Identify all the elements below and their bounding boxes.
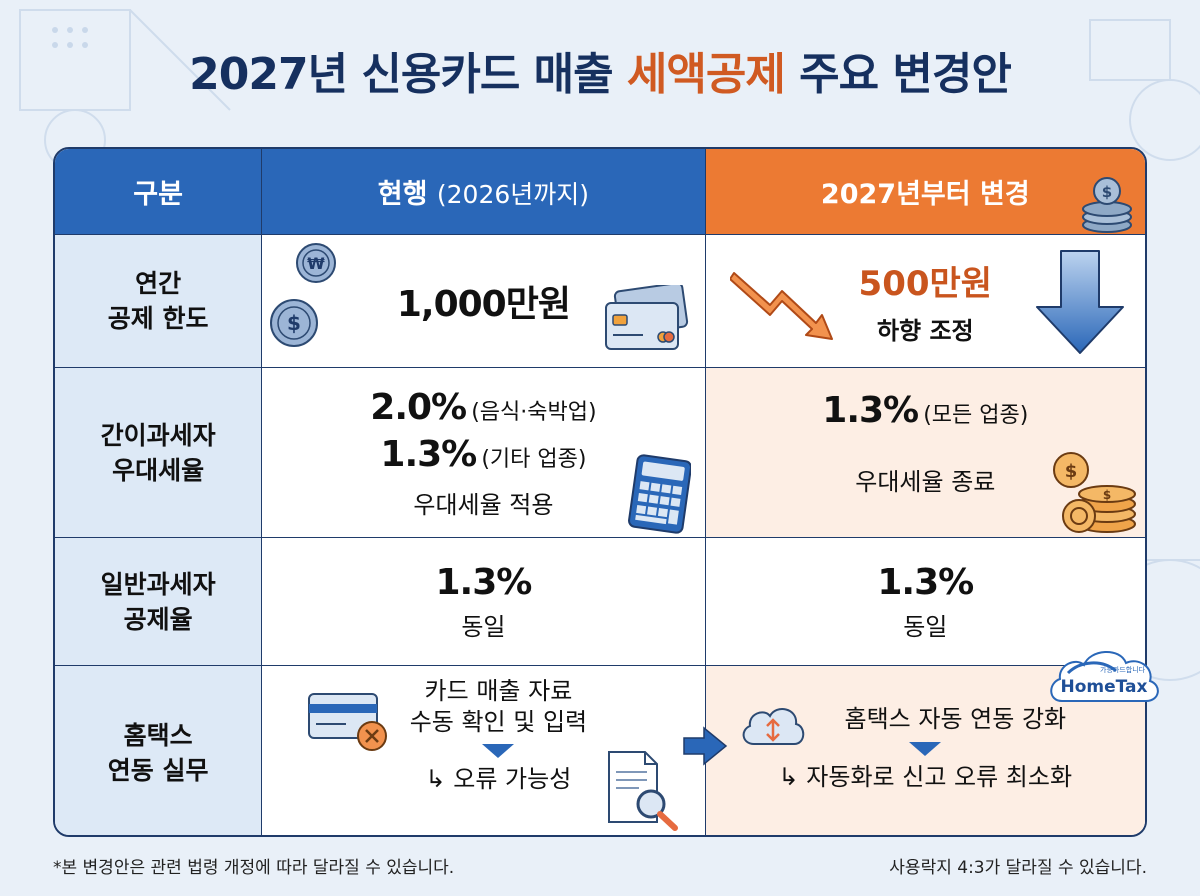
current-value-cell: 1.3% 동일 [262,538,706,665]
row-label: 간이과세자 우대세율 [55,368,263,537]
dollar-coin-icon: $ [270,299,319,347]
current-value-cell: 2.0% (음식·숙박업) 1.3% (기타 업종) 우대세율 적용 [262,368,706,537]
svg-text:₩: ₩ [307,254,325,273]
table-row: 연간 공제 한도 ₩ $ 1,000만원 [55,234,1145,367]
downtrend-arrow-icon [729,272,833,340]
header-category: 구분 [55,149,263,234]
current-value-cell: 카드 매출 자료 수동 확인 및 입력 ↳ 오류 가능성 [262,666,706,835]
header-current: 현행 (2026년까지) [262,149,706,234]
row-label: 홈택스 연동 실무 [55,666,263,835]
svg-text:$: $ [1102,183,1112,201]
credit-card-icon [604,285,688,350]
document-search-icon [607,751,678,831]
table-header-row: 구분 현행 (2026년까지) 2027년부터 변경 $ [55,149,1145,234]
changed-value-cell: 500만원 하향 조정 [706,235,1145,367]
hometax-logo: 가능카드합니다 HomeTax [1046,643,1162,705]
table-row: 홈택스 연동 실무 카드 매출 자료 수동 확인 및 입력 ↳ 오류 가능성 [55,665,1145,835]
svg-text:$: $ [1065,461,1078,482]
comparison-table: 구분 현행 (2026년까지) 2027년부터 변경 $ 연간 공제 한도 [53,147,1147,837]
svg-text:$: $ [1103,488,1111,502]
table-row: 일반과세자 공제율 1.3% 동일 1.3% 동일 [55,537,1145,665]
down-arrow-icon [482,744,515,759]
table-row: 간이과세자 우대세율 2.0% (음식·숙박업) 1.3% (기타 업종) 우대… [55,367,1145,537]
footnote-left: *본 변경안은 관련 법령 개정에 따라 달라질 수 있습니다. [53,858,455,878]
cloud-sync-icon [742,708,804,745]
card-error-icon [308,693,388,751]
row-label: 일반과세자 공제율 [55,538,263,665]
right-arrow-icon [682,726,727,766]
calculator-icon [627,454,691,534]
coin-stack-icon: $ [1082,177,1132,233]
changed-value-cell: 1.3% (모든 업종) 우대세율 종료 $ $ [705,368,1145,537]
changed-value-cell: 1.3% 동일 [877,561,974,641]
row-label: 연간 공제 한도 [55,235,263,367]
current-value-cell: ₩ $ 1,000만원 [262,235,706,367]
header-changed: 2027년부터 변경 $ [705,149,1145,234]
page-title: 2027년 신용카드 매출 세액공제 주요 변경안 [189,49,1012,100]
down-arrow-icon [909,741,942,756]
title-accent: 세액공제 [626,49,786,100]
big-down-arrow-icon [1036,250,1124,354]
won-coin-icon: ₩ [296,243,337,283]
coins-stack-icon: $ $ [1053,452,1136,533]
footnote-right: 사용락지 4:3가 달라질 수 있습니다. [889,858,1147,878]
svg-text:$: $ [287,311,301,335]
